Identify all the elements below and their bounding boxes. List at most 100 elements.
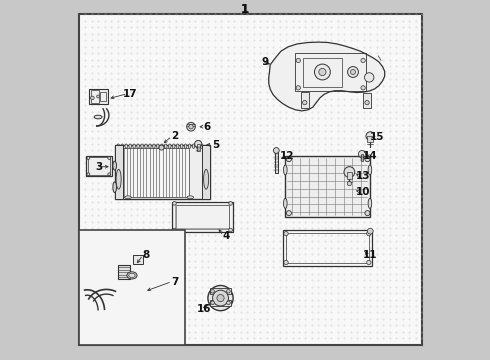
Ellipse shape bbox=[192, 144, 195, 148]
Circle shape bbox=[211, 301, 215, 305]
Text: 9: 9 bbox=[261, 57, 269, 67]
Ellipse shape bbox=[187, 196, 194, 199]
Bar bbox=[210, 288, 231, 294]
Text: 13: 13 bbox=[356, 171, 370, 181]
Ellipse shape bbox=[153, 144, 155, 148]
Bar bbox=[122, 148, 189, 197]
Ellipse shape bbox=[141, 144, 143, 148]
Circle shape bbox=[97, 95, 99, 98]
Ellipse shape bbox=[94, 115, 102, 119]
Text: 3: 3 bbox=[96, 162, 103, 172]
Circle shape bbox=[296, 86, 300, 90]
Ellipse shape bbox=[368, 198, 372, 208]
Ellipse shape bbox=[145, 144, 147, 148]
Circle shape bbox=[315, 64, 330, 80]
Ellipse shape bbox=[148, 144, 151, 148]
Circle shape bbox=[159, 145, 164, 150]
Text: 1: 1 bbox=[241, 3, 249, 15]
Bar bbox=[115, 145, 122, 199]
Ellipse shape bbox=[137, 144, 139, 148]
Circle shape bbox=[365, 211, 370, 216]
Circle shape bbox=[189, 125, 193, 129]
Circle shape bbox=[195, 140, 202, 148]
Circle shape bbox=[350, 69, 356, 75]
Circle shape bbox=[229, 202, 232, 205]
Bar bbox=[363, 93, 371, 108]
Circle shape bbox=[365, 157, 370, 162]
Circle shape bbox=[284, 260, 288, 265]
Bar bbox=[210, 300, 231, 306]
Bar bbox=[118, 265, 130, 279]
Ellipse shape bbox=[127, 272, 137, 279]
Ellipse shape bbox=[196, 144, 199, 148]
Ellipse shape bbox=[184, 144, 187, 148]
Circle shape bbox=[367, 231, 371, 236]
Ellipse shape bbox=[129, 144, 131, 148]
Ellipse shape bbox=[161, 144, 163, 148]
Bar bbox=[283, 230, 372, 266]
Polygon shape bbox=[269, 42, 385, 111]
Ellipse shape bbox=[133, 144, 135, 148]
Circle shape bbox=[227, 301, 230, 305]
Circle shape bbox=[87, 173, 90, 176]
Text: 11: 11 bbox=[363, 250, 377, 260]
Circle shape bbox=[361, 86, 365, 90]
Circle shape bbox=[172, 202, 176, 205]
Circle shape bbox=[365, 73, 374, 82]
Bar bbox=[301, 92, 309, 108]
Bar bbox=[176, 205, 229, 229]
Circle shape bbox=[227, 289, 230, 293]
Text: 14: 14 bbox=[363, 150, 378, 161]
Circle shape bbox=[303, 100, 307, 105]
Ellipse shape bbox=[204, 170, 209, 189]
Circle shape bbox=[286, 157, 292, 162]
Ellipse shape bbox=[200, 144, 203, 148]
Ellipse shape bbox=[117, 144, 120, 148]
Ellipse shape bbox=[284, 165, 287, 175]
Bar bbox=[197, 144, 199, 151]
Ellipse shape bbox=[188, 144, 191, 148]
Text: 1: 1 bbox=[241, 3, 249, 15]
Ellipse shape bbox=[172, 144, 175, 148]
Bar bbox=[88, 157, 110, 175]
Bar bbox=[346, 172, 352, 179]
Circle shape bbox=[229, 228, 232, 232]
Text: 8: 8 bbox=[143, 250, 149, 260]
Ellipse shape bbox=[113, 161, 117, 170]
Bar bbox=[91, 90, 99, 103]
Text: 5: 5 bbox=[212, 140, 219, 150]
Text: 12: 12 bbox=[280, 150, 294, 161]
Bar bbox=[172, 202, 233, 232]
Circle shape bbox=[296, 58, 300, 63]
Circle shape bbox=[284, 231, 288, 236]
Ellipse shape bbox=[165, 144, 167, 148]
Text: 10: 10 bbox=[356, 186, 370, 197]
Circle shape bbox=[91, 96, 94, 100]
Circle shape bbox=[347, 181, 351, 186]
Bar bbox=[286, 233, 369, 263]
Circle shape bbox=[319, 68, 326, 76]
Circle shape bbox=[108, 173, 111, 176]
Ellipse shape bbox=[125, 144, 127, 148]
Bar bbox=[368, 136, 373, 142]
Circle shape bbox=[367, 260, 371, 265]
Circle shape bbox=[187, 122, 196, 131]
Circle shape bbox=[358, 150, 366, 158]
Bar bbox=[295, 53, 366, 91]
Bar bbox=[99, 92, 106, 101]
Ellipse shape bbox=[157, 144, 159, 148]
Bar bbox=[274, 150, 278, 173]
Bar bbox=[115, 145, 210, 199]
Ellipse shape bbox=[125, 196, 131, 199]
Bar bbox=[202, 145, 210, 199]
Text: 7: 7 bbox=[171, 276, 178, 287]
Text: 16: 16 bbox=[196, 304, 211, 314]
Bar bbox=[303, 58, 342, 87]
Circle shape bbox=[213, 290, 228, 306]
Circle shape bbox=[211, 289, 215, 293]
Circle shape bbox=[108, 157, 111, 159]
Circle shape bbox=[344, 167, 355, 177]
Text: 17: 17 bbox=[123, 89, 138, 99]
Circle shape bbox=[273, 148, 279, 153]
Bar bbox=[285, 156, 370, 217]
